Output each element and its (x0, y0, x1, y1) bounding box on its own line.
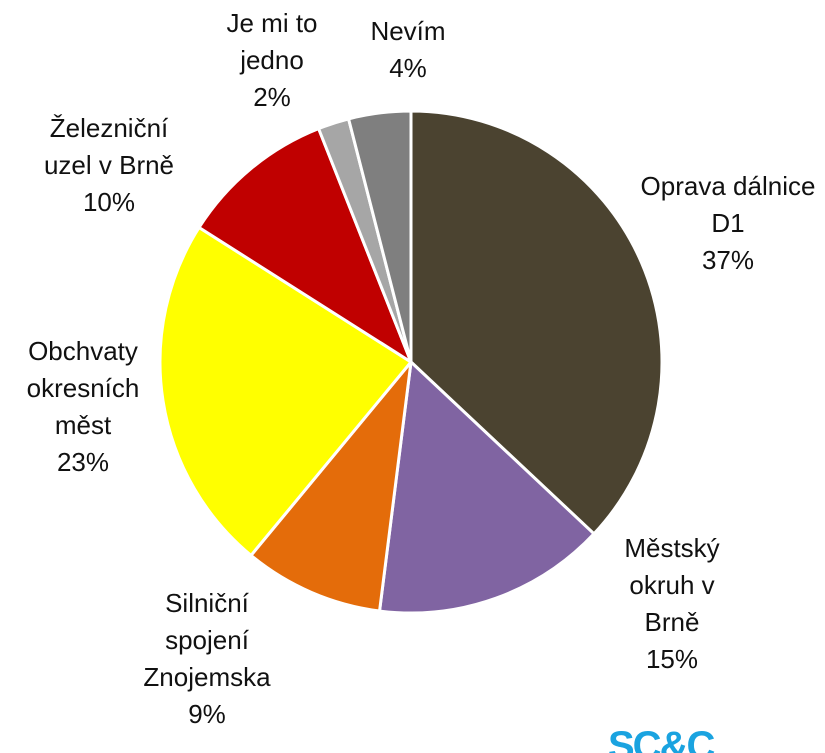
category-label: Městský okruh v Brně (624, 533, 720, 637)
slice-label: Oprava dálnice D1 37% (641, 168, 816, 279)
category-label: Je mi to jedno (226, 8, 318, 75)
pie-slice (347, 109, 413, 364)
value-label: 9% (188, 699, 226, 729)
value-label: 4% (389, 53, 427, 83)
slice-label: Obchvaty okresních měst 23% (13, 333, 153, 481)
category-label: Obchvaty okresních měst (26, 336, 140, 440)
category-label: Oprava dálnice D1 (640, 171, 816, 238)
logo: SC&C (608, 724, 715, 753)
pie-slice (249, 360, 413, 613)
category-label: Nevím (370, 16, 446, 46)
pie-slice (158, 226, 413, 557)
value-label: 37% (701, 245, 755, 275)
slice-label: Je mi to jedno 2% (213, 5, 331, 116)
value-label: 15% (645, 644, 699, 674)
pie-slice (197, 127, 413, 364)
slice-label: Městský okruh v Brně 15% (610, 530, 735, 678)
value-label: 23% (56, 447, 110, 477)
value-label: 10% (82, 187, 136, 217)
pie-slice (409, 109, 664, 536)
slice-label: Silniční spojení Znojemska 9% (135, 585, 280, 733)
pie-slice (378, 360, 596, 615)
slice-label: Nevím 4% (358, 13, 458, 87)
value-label: 2% (253, 82, 291, 112)
slice-label: Železniční uzel v Brně 10% (27, 110, 192, 221)
category-label: Silniční spojení Znojemska (143, 588, 271, 692)
category-label: Železniční uzel v Brně (43, 113, 175, 180)
